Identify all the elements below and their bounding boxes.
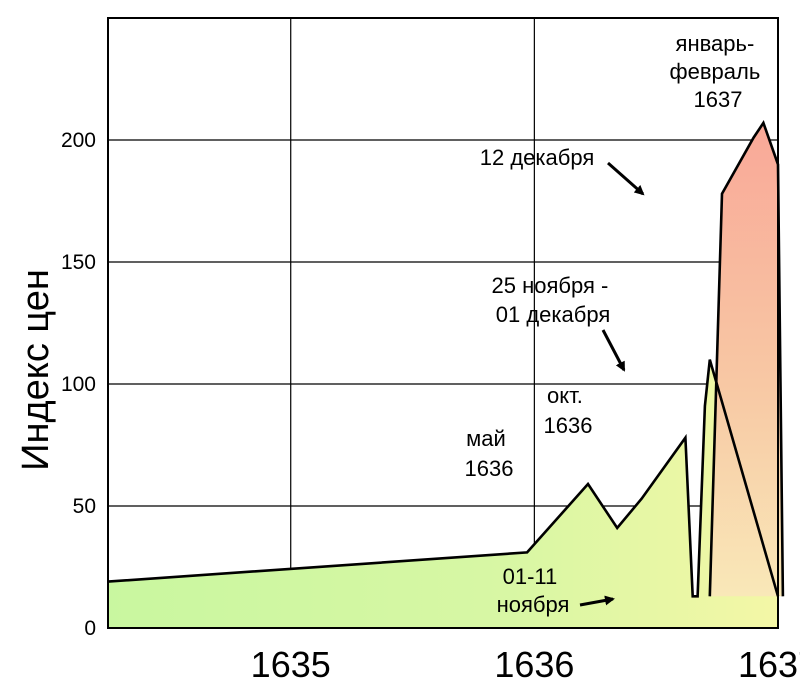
y-axis-title: Индекс цен [15,269,57,471]
y-tick-label-0: 0 [84,617,96,640]
y-tick-label-2: 100 [61,373,96,396]
data-areas [107,120,785,628]
annotation-jan-feb: январь- февраль 1637 [670,31,767,112]
annotation-oct-1636: окт. 1636 [544,383,593,438]
arrow-dec12 [607,161,645,196]
annotation-jan-feb-line1: январь- [676,31,755,56]
area-series-peak [709,122,783,597]
y-axis-ticks: 0 50 100 150 200 [61,129,96,640]
annotation-nov01-11: 01-11 ноября [497,564,570,617]
x-axis-ticks: 1635 1636 1637 [251,644,800,685]
annotation-dec12-line1: 12 декабря [480,145,595,170]
annotation-may-line2: 1636 [465,456,514,481]
arrow-nov01 [579,595,615,607]
annotation-nov25-dec01: 25 ноября - 01 декабря [492,273,615,327]
annotation-nov25-line2: 01 декабря [496,302,611,327]
arrow-nov25 [601,329,626,372]
annotation-may-1636: май 1636 [465,426,514,481]
annotation-oct-line2: 1636 [544,413,593,438]
area-series-main [108,359,778,628]
y-tick-label-1: 50 [73,495,96,518]
x-tick-label-1: 1636 [494,644,574,685]
annotation-jan-feb-line2: февраль [670,59,761,84]
annotation-may-line1: май [466,426,506,451]
annotations: январь- февраль 1637 12 декабря 25 ноябр… [465,31,767,617]
y-tick-label-4: 200 [61,129,96,152]
annotation-dec12: 12 декабря [480,145,595,170]
annotation-nov25-line1: 25 ноября - [492,273,609,298]
x-tick-label-0: 1635 [251,644,331,685]
annotation-jan-feb-line3: 1637 [694,87,743,112]
line-series-main [107,359,780,598]
annotation-oct-line1: окт. [547,383,583,408]
y-tick-label-3: 150 [61,251,96,274]
plot-frame [107,17,779,629]
annotation-nov01-line2: ноября [497,592,570,617]
x-tick-label-2: 1637 [738,644,800,685]
annotation-nov01-line1: 01-11 [503,564,558,589]
